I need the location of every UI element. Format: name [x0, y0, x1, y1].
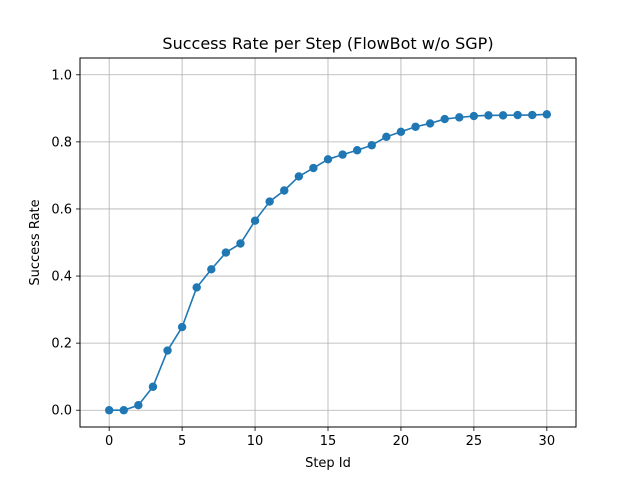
data-point-step-16: [338, 150, 347, 159]
data-point-step-5: [177, 322, 187, 332]
x-tick-label-25: 25: [466, 434, 483, 449]
y-tick-label-0.8: 0.8: [51, 135, 72, 150]
data-point-step-30: [542, 110, 552, 119]
data-point-step-13: [294, 172, 304, 181]
data-point-step-27: [498, 111, 508, 120]
data-point-step-4: [163, 346, 172, 355]
x-axis-label: Step Id: [305, 456, 351, 471]
data-point-step-0: [104, 406, 114, 415]
data-point-step-21: [411, 122, 420, 131]
x-tick-label-30: 30: [539, 434, 556, 449]
data-point-step-7: [207, 265, 216, 274]
data-point-step-22: [425, 119, 435, 128]
data-point-step-14: [309, 163, 318, 173]
y-tick-label-0.4: 0.4: [51, 270, 72, 285]
data-point-step-28: [513, 110, 522, 120]
x-tick-label-10: 10: [247, 434, 264, 449]
x-tick-label-20: 20: [393, 434, 410, 449]
data-point-step-24: [455, 113, 464, 122]
data-point-step-25: [469, 111, 479, 121]
x-tick-label-15: 15: [320, 434, 337, 449]
y-tick-label-0.6: 0.6: [51, 202, 72, 217]
data-point-step-10: [250, 216, 260, 225]
data-point-step-12: [280, 186, 289, 195]
x-tick-label-0: 0: [105, 434, 113, 449]
data-point-step-18: [367, 141, 376, 150]
data-point-step-2: [134, 400, 143, 410]
data-point-step-29: [528, 110, 537, 120]
y-tick-label-1.0: 1.0: [51, 68, 72, 83]
data-point-step-15: [323, 155, 333, 164]
data-point-step-23: [440, 114, 449, 124]
data-point-step-19: [382, 132, 391, 142]
data-point-step-17: [352, 146, 362, 155]
data-point-step-9: [236, 239, 245, 248]
data-point-step-6: [192, 283, 201, 292]
data-point-step-1: [119, 406, 128, 415]
data-point-step-20: [396, 127, 406, 136]
axis-ticks: 0 5 10 15 20 25 30 0.0 0.2 0.4 0.6 0.8 1.0: [51, 68, 555, 449]
y-axis-label: Success Rate: [28, 199, 43, 285]
data-point-step-26: [484, 111, 493, 120]
chart-title: Success Rate per Step (FlowBot w/o SGP): [162, 34, 493, 53]
series-layer: [104, 110, 552, 415]
y-tick-label-0.2: 0.2: [51, 337, 72, 352]
data-point-step-8: [221, 248, 231, 257]
data-point-step-11: [265, 197, 274, 206]
y-tick-label-0.0: 0.0: [51, 404, 72, 419]
x-tick-label-5: 5: [178, 434, 186, 449]
data-point-step-3: [148, 382, 158, 391]
